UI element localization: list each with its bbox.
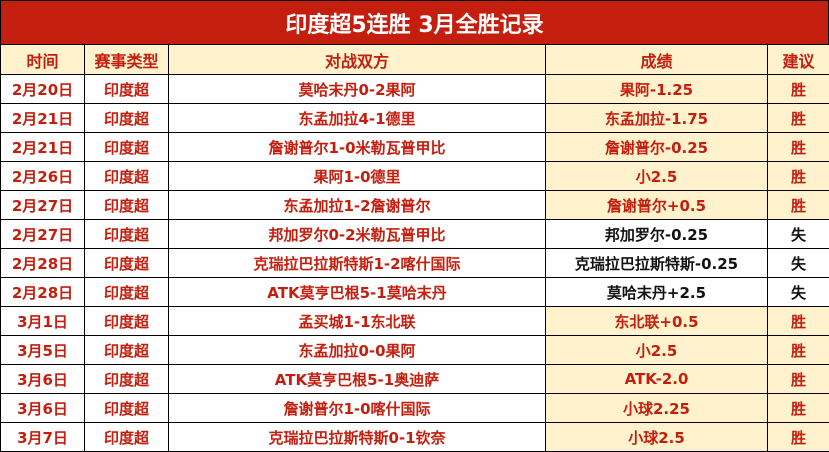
advice-cell: 失 — [767, 248, 829, 278]
result-cell: ATK-2.0 — [545, 364, 768, 394]
league-cell: 印度超 — [84, 335, 169, 365]
match-cell: 克瑞拉巴拉斯特斯1-2喀什国际 — [168, 248, 546, 278]
match-cell: 莫哈末丹0-2果阿 — [168, 74, 546, 104]
records-table: 时间 赛事类型 对战双方 成绩 建议 2月20日 印度超 莫哈末丹0-2果阿 果阿-1… — [0, 44, 829, 452]
league-cell: 印度超 — [84, 422, 169, 452]
match-cell: 詹谢普尔1-0米勒瓦普甲比 — [168, 132, 546, 162]
date-cell: 2月26日 — [0, 161, 85, 191]
header-advice: 建议 — [767, 44, 829, 75]
advice-cell: 胜 — [767, 393, 829, 423]
result-cell: 小2.5 — [545, 335, 768, 365]
advice-cell: 胜 — [767, 422, 829, 452]
match-cell: 孟买城1-1东北联 — [168, 306, 546, 336]
table-row: 2月27日 印度超 东孟加拉1-2詹谢普尔 詹谢普尔+0.5 胜 — [0, 190, 829, 220]
match-cell: 东孟加拉1-2詹谢普尔 — [168, 190, 546, 220]
table-row: 3月1日 印度超 孟买城1-1东北联 东北联+0.5 胜 — [0, 306, 829, 336]
advice-cell: 胜 — [767, 364, 829, 394]
match-cell: 果阿1-0德里 — [168, 161, 546, 191]
date-cell: 2月28日 — [0, 277, 85, 307]
page-title: 印度超5连胜 3月全胜记录 — [0, 0, 829, 44]
date-cell: 3月1日 — [0, 306, 85, 336]
date-cell: 2月28日 — [0, 248, 85, 278]
date-cell: 3月5日 — [0, 335, 85, 365]
header-date: 时间 — [0, 44, 85, 75]
league-cell: 印度超 — [84, 190, 169, 220]
table-row: 2月21日 印度超 詹谢普尔1-0米勒瓦普甲比 詹谢普尔-0.25 胜 — [0, 132, 829, 162]
date-cell: 2月21日 — [0, 132, 85, 162]
match-cell: 东孟加拉4-1德里 — [168, 103, 546, 133]
advice-cell: 胜 — [767, 103, 829, 133]
table-row: 2月26日 印度超 果阿1-0德里 小2.5 胜 — [0, 161, 829, 191]
table-row: 2月28日 印度超 克瑞拉巴拉斯特斯1-2喀什国际 克瑞拉巴拉斯特斯-0.25 失 — [0, 248, 829, 278]
date-cell: 2月21日 — [0, 103, 85, 133]
result-cell: 果阿-1.25 — [545, 74, 768, 104]
date-cell: 2月27日 — [0, 190, 85, 220]
table-row: 2月21日 印度超 东孟加拉4-1德里 东孟加拉-1.75 胜 — [0, 103, 829, 133]
date-cell: 2月20日 — [0, 74, 85, 104]
league-cell: 印度超 — [84, 132, 169, 162]
table-row: 3月5日 印度超 东孟加拉0-0果阿 小2.5 胜 — [0, 335, 829, 365]
league-cell: 印度超 — [84, 364, 169, 394]
table-row: 3月6日 印度超 ATK莫亨巴根5-1奥迪萨 ATK-2.0 胜 — [0, 364, 829, 394]
result-cell: 莫哈末丹+2.5 — [545, 277, 768, 307]
advice-cell: 胜 — [767, 132, 829, 162]
date-cell: 3月7日 — [0, 422, 85, 452]
table-row: 2月28日 印度超 ATK莫亨巴根5-1莫哈末丹 莫哈末丹+2.5 失 — [0, 277, 829, 307]
league-cell: 印度超 — [84, 248, 169, 278]
result-cell: 东北联+0.5 — [545, 306, 768, 336]
advice-cell: 胜 — [767, 306, 829, 336]
match-cell: 东孟加拉0-0果阿 — [168, 335, 546, 365]
league-cell: 印度超 — [84, 161, 169, 191]
advice-cell: 失 — [767, 277, 829, 307]
match-cell: ATK莫亨巴根5-1奥迪萨 — [168, 364, 546, 394]
date-cell: 3月6日 — [0, 393, 85, 423]
league-cell: 印度超 — [84, 277, 169, 307]
date-cell: 2月27日 — [0, 219, 85, 249]
result-cell: 詹谢普尔+0.5 — [545, 190, 768, 220]
date-cell: 3月6日 — [0, 364, 85, 394]
league-cell: 印度超 — [84, 74, 169, 104]
header-league: 赛事类型 — [84, 44, 169, 75]
result-cell: 詹谢普尔-0.25 — [545, 132, 768, 162]
advice-cell: 失 — [767, 219, 829, 249]
advice-cell: 胜 — [767, 161, 829, 191]
advice-cell: 胜 — [767, 335, 829, 365]
header-match: 对战双方 — [168, 44, 546, 75]
table-row: 3月7日 印度超 克瑞拉巴拉斯特斯0-1钦奈 小球2.5 胜 — [0, 422, 829, 452]
match-cell: 邦加罗尔0-2米勒瓦普甲比 — [168, 219, 546, 249]
match-cell: ATK莫亨巴根5-1莫哈末丹 — [168, 277, 546, 307]
league-cell: 印度超 — [84, 103, 169, 133]
result-cell: 克瑞拉巴拉斯特斯-0.25 — [545, 248, 768, 278]
result-cell: 东孟加拉-1.75 — [545, 103, 768, 133]
table-row: 3月6日 印度超 詹谢普尔1-0喀什国际 小球2.25 胜 — [0, 393, 829, 423]
table-row: 2月27日 印度超 邦加罗尔0-2米勒瓦普甲比 邦加罗尔-0.25 失 — [0, 219, 829, 249]
table-row: 2月20日 印度超 莫哈末丹0-2果阿 果阿-1.25 胜 — [0, 74, 829, 104]
advice-cell: 胜 — [767, 74, 829, 104]
result-cell: 小球2.25 — [545, 393, 768, 423]
header-result: 成绩 — [545, 44, 768, 75]
match-cell: 克瑞拉巴拉斯特斯0-1钦奈 — [168, 422, 546, 452]
league-cell: 印度超 — [84, 306, 169, 336]
result-cell: 小2.5 — [545, 161, 768, 191]
advice-cell: 胜 — [767, 190, 829, 220]
league-cell: 印度超 — [84, 219, 169, 249]
league-cell: 印度超 — [84, 393, 169, 423]
match-cell: 詹谢普尔1-0喀什国际 — [168, 393, 546, 423]
header-row: 时间 赛事类型 对战双方 成绩 建议 — [0, 44, 829, 75]
result-cell: 邦加罗尔-0.25 — [545, 219, 768, 249]
result-cell: 小球2.5 — [545, 422, 768, 452]
